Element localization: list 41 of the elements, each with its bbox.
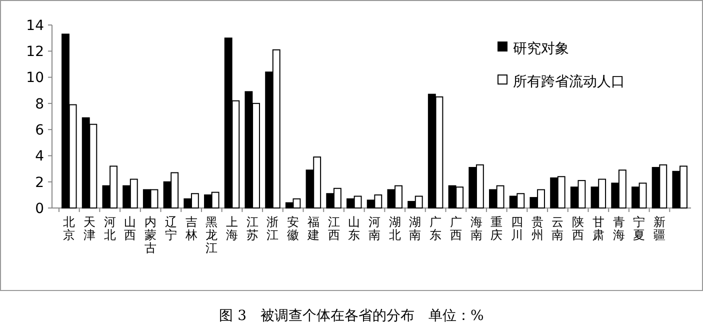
x-tick-label: 湖北	[388, 215, 401, 242]
y-tick-label: 4	[35, 148, 44, 165]
x-tick-label: 河北	[104, 215, 116, 242]
x-tick-label: 四川	[510, 215, 523, 242]
x-tick-label: 浙江	[266, 215, 279, 242]
x-tick-label: 天津	[84, 215, 96, 242]
x-tick-label: 北京	[63, 215, 76, 242]
y-tick-label: 0	[35, 200, 44, 217]
y-tick-label: 6	[35, 122, 44, 138]
x-tick-label: 山西	[124, 215, 136, 242]
x-tick-label: 甘肃	[592, 215, 604, 242]
text: 图 3 被调查个体在各省的分布 单位：%	[219, 308, 484, 324]
x-tick-label: 新疆	[653, 215, 666, 242]
x-tick-label: 上海	[226, 215, 238, 242]
x-tick-label: 河南	[368, 215, 380, 242]
x-tick-label: 安徽	[287, 215, 300, 242]
x-tick-label: 宁夏	[633, 215, 646, 242]
x-tick-label: 云南	[552, 215, 564, 242]
legend-label: 所有跨省流动人口	[513, 74, 625, 90]
y-tick-label: 2	[35, 174, 44, 191]
x-tick-label: 湖南	[409, 215, 422, 242]
x-tick-label: 山东	[348, 215, 360, 242]
x-tick-label: 福建	[306, 215, 320, 242]
x-tick-label: 江苏	[246, 215, 258, 242]
legend-label: 研究对象	[513, 40, 569, 57]
x-tick-label: 贵州	[531, 215, 544, 242]
x-tick-label: 广东	[430, 215, 442, 242]
y-tick-label: 8	[35, 96, 44, 112]
x-tick-label: 黑龙江	[206, 215, 218, 255]
y-tick-label: 10	[26, 70, 44, 86]
x-tick-label: 辽宁	[164, 215, 177, 242]
x-tick-label: 青海	[612, 215, 625, 242]
x-tick-label: 陕西	[572, 215, 584, 242]
x-tick-label: 海南	[470, 215, 482, 242]
x-tick-label: 重庆	[490, 215, 503, 242]
y-tick-label: 12	[26, 44, 44, 60]
x-tick-label: 广西	[450, 215, 462, 242]
x-tick-label: 吉林	[184, 215, 198, 242]
x-tick-label: 内蒙古	[144, 215, 157, 255]
x-tick-label: 江西	[328, 215, 340, 242]
y-tick-label: 14	[26, 18, 44, 34]
